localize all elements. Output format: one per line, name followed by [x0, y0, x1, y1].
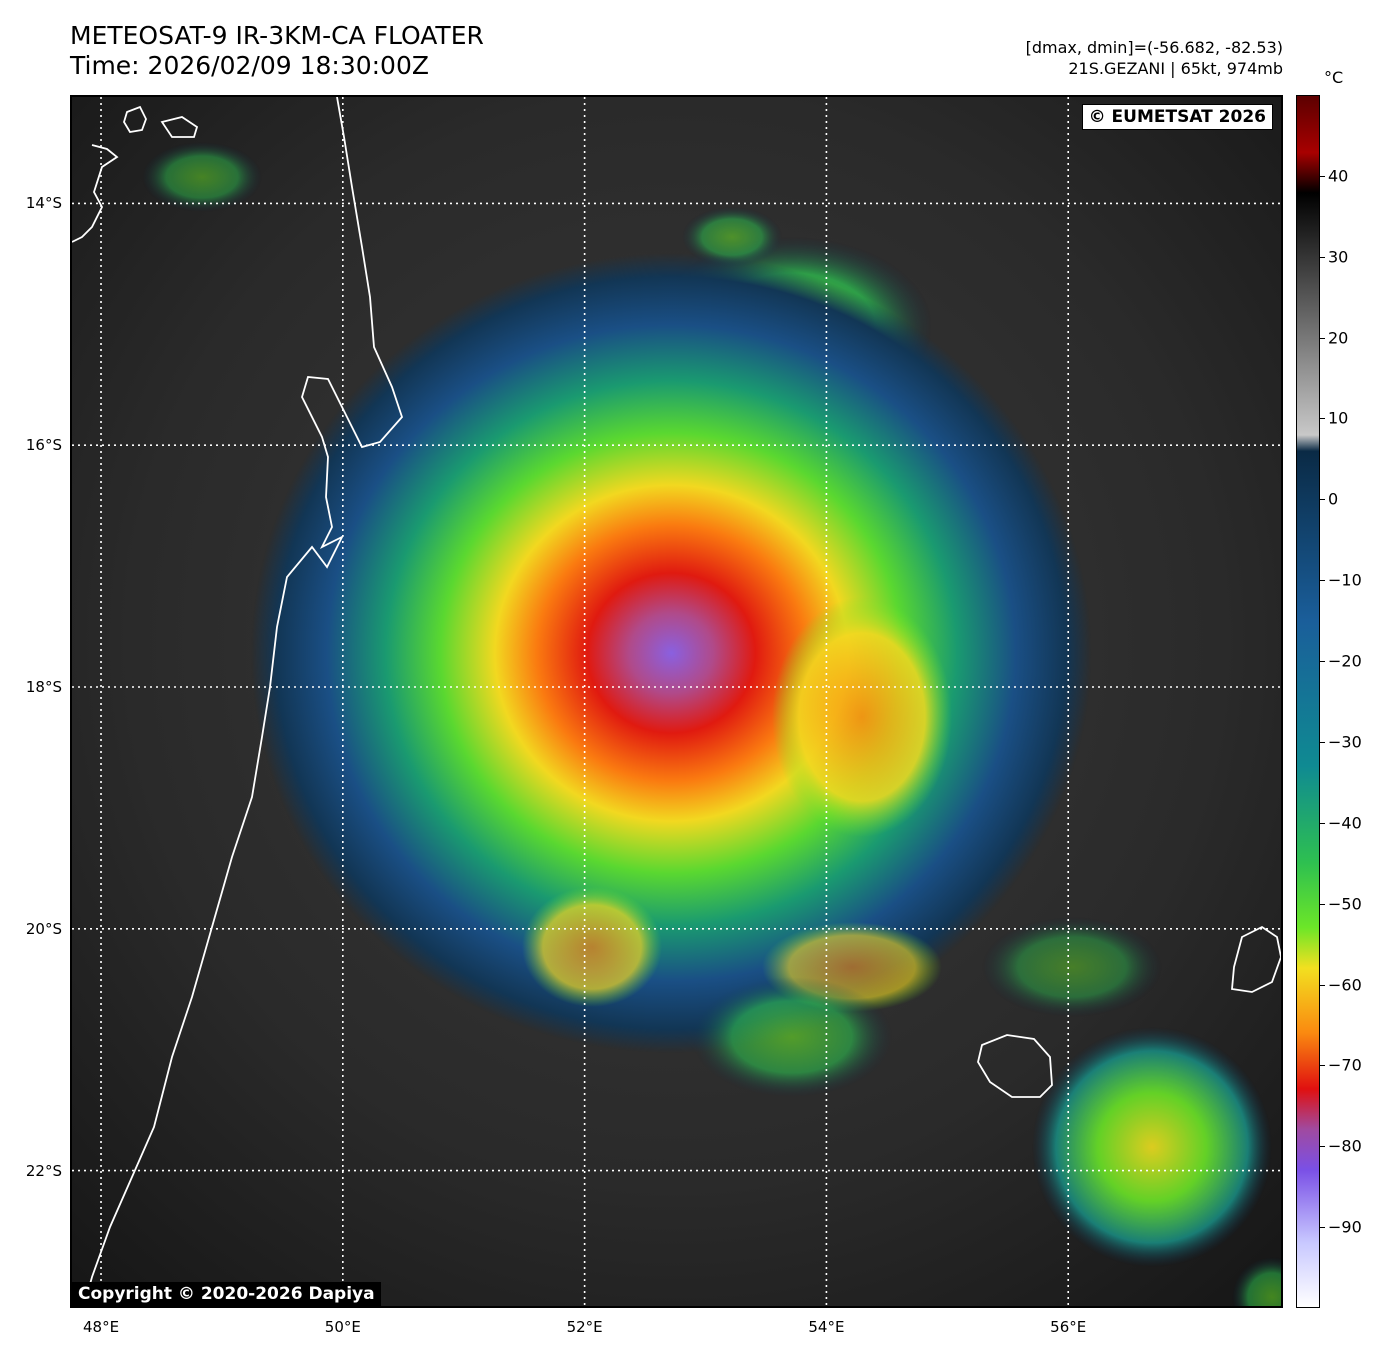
colorbar-tick-label: 40 — [1328, 166, 1349, 186]
colorbar-unit: °C — [1324, 68, 1344, 87]
colorbar-tick — [1320, 1227, 1325, 1229]
latitude-label: 18°S — [25, 677, 62, 696]
longitude-label: 52°E — [566, 1318, 603, 1336]
temperature-colorbar — [1296, 95, 1320, 1308]
colorbar-tick-label: −90 — [1328, 1217, 1362, 1237]
cyclone-gezani — [251, 253, 1092, 1097]
colorbar-tick-label: −50 — [1328, 894, 1362, 914]
colorbar-tick — [1320, 903, 1325, 905]
colorbar-tick-label: −10 — [1328, 570, 1362, 590]
colorbar-tick-label: 30 — [1328, 247, 1349, 267]
satellite-imagery — [72, 97, 1281, 1306]
colorbar-tick — [1320, 984, 1325, 986]
longitude-label: 56°E — [1050, 1318, 1087, 1336]
comoros-coastline — [72, 144, 119, 243]
colorbar-tick-label: −30 — [1328, 732, 1362, 752]
madagascar-coastline — [83, 97, 404, 1306]
colorbar-tick — [1320, 580, 1325, 582]
longitude-label: 54°E — [808, 1318, 845, 1336]
nosy-be-coastline — [160, 116, 199, 138]
colorbar-tick-label: 20 — [1328, 328, 1349, 348]
colorbar-tick — [1320, 1146, 1325, 1148]
colorbar-tick-label: −60 — [1328, 975, 1362, 995]
mauritius-coastline — [1231, 925, 1281, 993]
temperature-range-info: [dmax, dmin]=(-56.682, -82.53) — [1025, 38, 1283, 57]
colorbar-tick — [1320, 175, 1325, 177]
latitude-label: 22°S — [25, 1161, 62, 1180]
colorbar-tick-label: −40 — [1328, 813, 1362, 833]
mayotte-coastline — [123, 105, 147, 133]
colorbar-tick — [1320, 661, 1325, 663]
colorbar-tick-label: 10 — [1328, 408, 1349, 428]
colorbar-tick — [1320, 1065, 1325, 1067]
colorbar-tick — [1320, 499, 1325, 501]
map-time: Time: 2026/02/09 18:30:00Z — [70, 51, 429, 80]
reunion-coastline — [977, 1034, 1053, 1098]
latitude-label: 16°S — [25, 436, 62, 455]
colorbar-tick — [1320, 256, 1325, 258]
longitude-label: 48°E — [82, 1318, 120, 1336]
colorbar-tick — [1320, 418, 1325, 420]
eumetsat-copyright: © EUMETSAT 2026 — [1081, 104, 1273, 130]
storm-info: 21S.GEZANI | 65kt, 974mb — [1068, 59, 1283, 78]
colorbar-tick-label: −80 — [1328, 1136, 1362, 1156]
satellite-map[interactable]: © EUMETSAT 2026 Copyright © 2020-2026 Da… — [70, 95, 1283, 1308]
colorbar-tick-label: −70 — [1328, 1055, 1362, 1075]
coastlines — [72, 97, 1281, 1306]
latitude-label: 14°S — [25, 194, 62, 213]
dapiya-copyright: Copyright © 2020-2026 Dapiya — [72, 1282, 381, 1306]
colorbar-tick-label: −20 — [1328, 651, 1362, 671]
colorbar-tick — [1320, 337, 1325, 339]
longitude-label: 50°E — [324, 1318, 361, 1336]
map-title: METEOSAT-9 IR-3KM-CA FLOATER — [70, 21, 484, 50]
colorbar-tick — [1320, 741, 1325, 743]
colorbar-tick — [1320, 822, 1325, 824]
colorbar-tick-label: 0 — [1328, 489, 1339, 509]
latitude-label: 20°S — [25, 919, 62, 938]
